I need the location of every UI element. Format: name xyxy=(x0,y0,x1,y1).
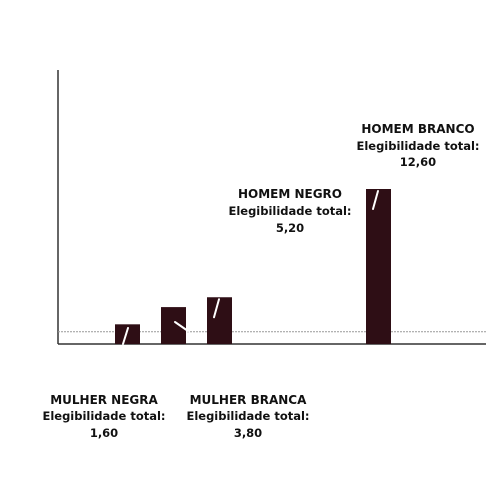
label-subtitle: Elegibilidade total: xyxy=(356,139,479,153)
label-name: HOMEM BRANCO xyxy=(361,122,474,136)
label-mulher-branca: MULHER BRANCA Elegibilidade total: 3,80 xyxy=(186,393,309,440)
bar-2 xyxy=(161,307,186,344)
label-name: HOMEM NEGRO xyxy=(238,187,342,201)
label-name: MULHER NEGRA xyxy=(50,393,158,407)
bar-4 xyxy=(366,189,391,344)
label-mulher-negra: MULHER NEGRA Elegibilidade total: 1,60 xyxy=(42,393,165,440)
label-name: MULHER BRANCA xyxy=(190,393,308,407)
label-subtitle: Elegibilidade total: xyxy=(228,204,351,218)
label-value: 12,60 xyxy=(400,155,436,169)
label-homem-branco: HOMEM BRANCO Elegibilidade total: 12,60 xyxy=(356,122,479,169)
label-value: 5,20 xyxy=(276,221,304,235)
bar-3 xyxy=(207,297,232,344)
label-value: 3,80 xyxy=(234,426,262,440)
label-subtitle: Elegibilidade total: xyxy=(186,409,309,423)
label-subtitle: Elegibilidade total: xyxy=(42,409,165,423)
label-value: 1,60 xyxy=(90,426,118,440)
label-homem-negro: HOMEM NEGRO Elegibilidade total: 5,20 xyxy=(228,187,351,235)
